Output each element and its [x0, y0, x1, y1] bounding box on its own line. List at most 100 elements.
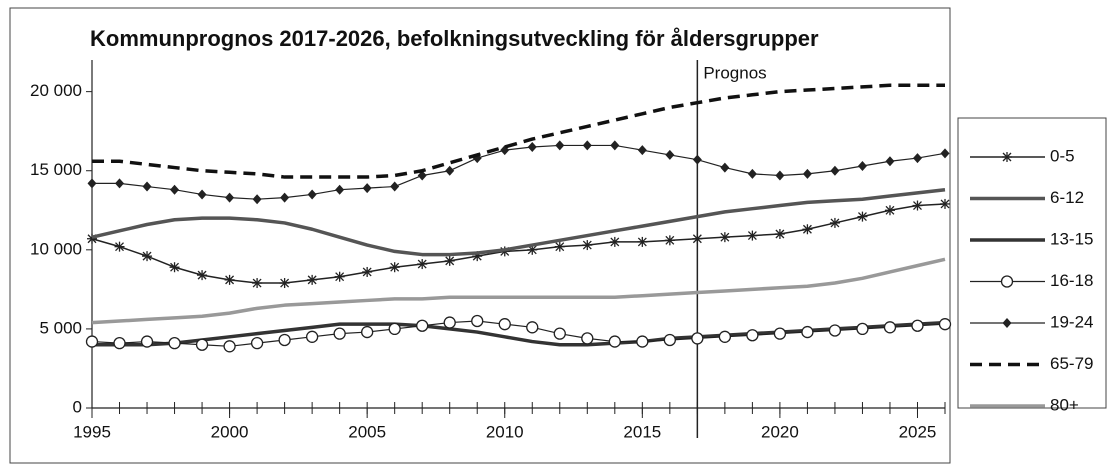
marker-diamond [417, 170, 427, 181]
marker-star [252, 278, 263, 289]
marker-circle [911, 319, 924, 332]
legend-label: 13-15 [1050, 229, 1093, 248]
x-tick-label: 2010 [486, 422, 524, 441]
legend-label: 0-5 [1050, 146, 1075, 165]
marker-circle [388, 322, 401, 336]
marker-diamond [87, 178, 97, 189]
marker-circle [828, 324, 842, 337]
marker-circle [718, 330, 732, 343]
marker-star [582, 240, 593, 251]
marker-star [389, 262, 400, 273]
marker-circle [140, 335, 154, 348]
legend-box [957, 117, 1107, 409]
marker-circle [801, 325, 814, 339]
marker-star [637, 236, 648, 247]
marker-diamond [582, 140, 592, 151]
y-tick-label: 15 000 [30, 160, 82, 179]
marker-diamond [170, 184, 180, 195]
chart-frame [9, 7, 951, 464]
marker-circle [636, 335, 649, 348]
marker-circle [691, 332, 704, 345]
marker-star [609, 236, 620, 247]
marker-circle [856, 322, 869, 336]
marker-star [169, 262, 180, 273]
marker-circle [938, 318, 952, 331]
marker-diamond [445, 165, 455, 176]
marker-circle [113, 336, 126, 350]
marker-circle [195, 338, 209, 351]
marker-star [802, 224, 813, 235]
marker-circle [333, 327, 346, 340]
y-tick-label: 20 000 [30, 81, 82, 100]
series-line [91, 320, 946, 347]
marker-diamond [720, 162, 730, 173]
y-tick-label: 5 000 [39, 318, 82, 337]
marker-diamond [225, 192, 235, 203]
marker-circle [663, 333, 676, 347]
marker-diamond [115, 178, 125, 189]
marker-diamond [885, 156, 895, 167]
series-line [92, 144, 946, 200]
marker-star [362, 266, 373, 277]
marker-star [417, 259, 428, 270]
x-tick-label: 2020 [761, 422, 799, 441]
x-tick-label: 2005 [348, 422, 386, 441]
marker-diamond [527, 142, 537, 152]
marker-star [334, 271, 345, 282]
chart-title: Kommunprognos 2017-2026, befolkningsutve… [90, 26, 819, 51]
marker-diamond [142, 181, 152, 192]
series-line [91, 257, 946, 325]
marker-diamond [665, 149, 675, 160]
marker-star [664, 235, 675, 246]
marker-circle [168, 336, 181, 350]
marker-circle [250, 336, 264, 350]
marker-circle [526, 321, 539, 334]
marker-diamond [857, 160, 867, 171]
marker-circle [498, 318, 511, 331]
marker-diamond [610, 140, 620, 151]
marker-star [114, 241, 125, 252]
legend-label: 65-79 [1050, 354, 1093, 373]
legend-label: 16-18 [1050, 271, 1093, 290]
marker-star [279, 278, 290, 289]
marker-circle [553, 327, 566, 340]
series-line [91, 187, 946, 257]
marker-diamond [555, 140, 565, 151]
marker-diamond [197, 189, 207, 200]
marker-diamond [1002, 318, 1012, 328]
series-line [92, 83, 945, 179]
x-tick-label: 1995 [73, 422, 111, 441]
marker-star [912, 200, 923, 211]
marker-diamond [637, 145, 647, 156]
marker-circle [223, 340, 236, 353]
marker-star [940, 198, 950, 209]
marker-diamond [802, 168, 812, 179]
marker-diamond [252, 194, 262, 205]
marker-circle [883, 321, 897, 334]
marker-circle [278, 333, 291, 347]
marker-star [224, 274, 235, 285]
marker-diamond [775, 170, 785, 181]
marker-star [719, 232, 730, 243]
legend-label: 19-24 [1050, 312, 1093, 331]
marker-circle [361, 325, 374, 339]
marker-diamond [335, 184, 345, 195]
marker-star [1002, 152, 1012, 162]
marker-circle [773, 327, 787, 340]
y-tick-label: 10 000 [30, 239, 82, 258]
y-tick-label: 0 [73, 397, 82, 416]
marker-star [884, 205, 895, 216]
marker-diamond [747, 168, 757, 179]
marker-star [307, 274, 318, 285]
marker-circle [416, 319, 429, 332]
marker-circle [85, 335, 99, 348]
marker-diamond [280, 192, 290, 203]
marker-diamond [830, 165, 840, 176]
marker-diamond [362, 183, 372, 194]
marker-diamond [390, 181, 400, 192]
marker-circle [471, 314, 484, 328]
marker-star [857, 211, 868, 222]
marker-circle [608, 335, 621, 348]
legend-label: 80+ [1050, 395, 1079, 414]
